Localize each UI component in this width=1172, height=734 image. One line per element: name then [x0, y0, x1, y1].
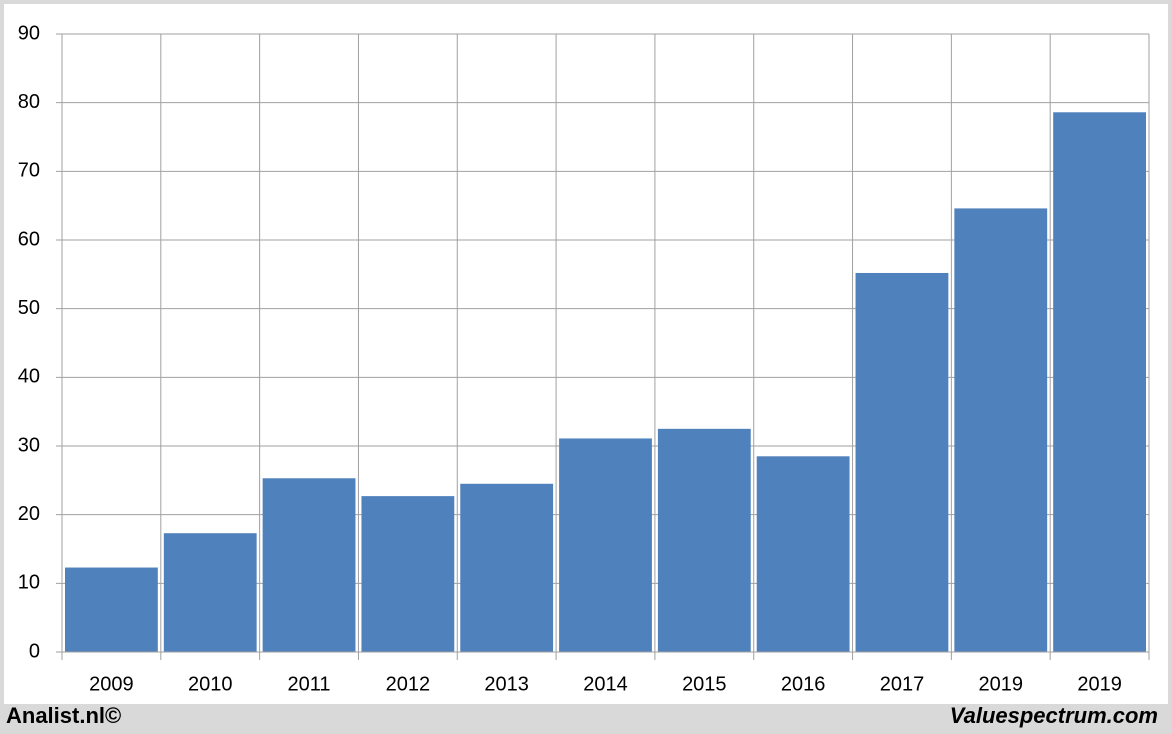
bar	[657, 428, 751, 652]
x-tick-label: 2016	[781, 673, 826, 695]
x-tick-label: 2017	[880, 673, 925, 695]
y-tick-label: 0	[29, 640, 40, 662]
bar	[163, 533, 257, 652]
y-tick-label: 40	[18, 366, 40, 388]
bar	[756, 456, 850, 652]
x-tick-label: 2019	[979, 673, 1024, 695]
source-left: Analist.nl©	[6, 703, 121, 728]
x-tick-label: 2011	[288, 673, 331, 695]
bar	[559, 438, 652, 652]
bar	[262, 478, 356, 652]
x-tick-label: 2019	[1077, 673, 1122, 695]
y-tick-label: 50	[18, 297, 40, 319]
x-tick-label: 2010	[188, 673, 233, 695]
x-tick-label: 2013	[484, 673, 529, 695]
x-tick-label: 2009	[89, 673, 134, 695]
y-tick-label: 10	[18, 572, 40, 594]
bar	[361, 496, 455, 652]
y-tick-label: 20	[18, 503, 40, 525]
y-tick-label: 90	[18, 22, 40, 44]
x-tick-label: 2014	[583, 673, 628, 695]
bar	[855, 272, 949, 652]
y-tick-label: 30	[18, 434, 40, 456]
source-right: Valuespectrum.com	[950, 703, 1158, 728]
y-tick-label: 60	[18, 228, 40, 250]
x-tick-label: 2015	[682, 673, 727, 695]
y-tick-label: 70	[18, 160, 40, 182]
bar	[460, 483, 554, 652]
y-tick-label: 80	[18, 91, 40, 113]
bar	[65, 567, 158, 652]
bar	[954, 208, 1048, 652]
x-tick-label: 2012	[386, 673, 431, 695]
bar	[1053, 112, 1146, 652]
